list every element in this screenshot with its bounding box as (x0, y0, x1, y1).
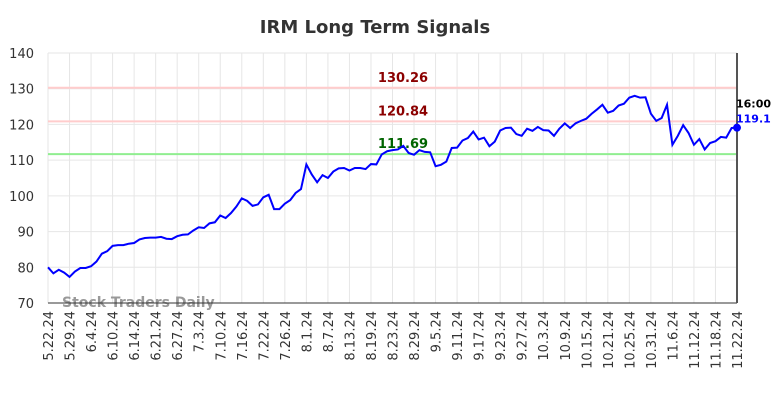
x-tick-label: 8.13.24 (343, 311, 358, 361)
x-tick-label: 8.7.24 (322, 311, 337, 352)
x-tick-label: 9.27.24 (516, 311, 531, 361)
x-tick-label: 8.29.24 (408, 311, 423, 361)
x-tick-label: 5.29.24 (64, 311, 79, 361)
x-tick-label: 5.22.24 (42, 311, 57, 361)
last-value-label: 119.1 (736, 113, 771, 126)
x-tick-label: 7.10.24 (214, 311, 229, 361)
x-tick-label: 11.6.24 (666, 311, 681, 361)
x-tick-label: 9.11.24 (451, 311, 466, 361)
x-tick-label: 10.15.24 (580, 311, 595, 369)
x-tick-label: 9.5.24 (430, 311, 445, 352)
chart-title: IRM Long Term Signals (260, 17, 490, 38)
x-tick-label: 6.10.24 (107, 311, 122, 361)
reference-label: 120.84 (378, 104, 428, 119)
x-tick-label: 6.21.24 (150, 311, 165, 361)
x-tick-label: 7.26.24 (279, 311, 294, 361)
y-tick-label: 110 (9, 154, 34, 169)
x-tick-label: 6.14.24 (128, 311, 143, 361)
x-tick-label: 10.25.24 (623, 311, 638, 369)
x-tick-label: 9.23.24 (494, 311, 509, 361)
last-point (733, 123, 741, 132)
price-line (47, 94, 738, 279)
x-tick-label: 11.12.24 (688, 311, 703, 369)
x-tick-label: 10.31.24 (645, 311, 660, 369)
reference-label: 111.69 (378, 137, 428, 152)
y-tick-label: 120 (9, 118, 34, 133)
y-tick-label: 130 (9, 83, 34, 98)
y-tick-label: 80 (17, 261, 34, 276)
x-tick-label: 10.21.24 (602, 311, 617, 369)
y-tick-label: 140 (9, 47, 34, 62)
reference-label: 130.26 (378, 71, 428, 86)
x-tick-label: 8.19.24 (365, 311, 380, 361)
x-tick-label: 7.3.24 (193, 311, 208, 352)
x-tick-label: 8.23.24 (387, 311, 402, 361)
x-tick-label: 11.22.24 (731, 311, 746, 369)
last-time-label: 16:00 (736, 98, 771, 111)
x-tick-label: 10.3.24 (537, 311, 552, 361)
y-tick-label: 70 (17, 297, 34, 312)
x-tick-label: 7.16.24 (236, 311, 251, 361)
x-tick-label: 9.17.24 (473, 311, 488, 361)
x-tick-label: 8.1.24 (300, 311, 315, 352)
x-tick-label: 6.4.24 (85, 311, 100, 352)
x-tick-label: 6.27.24 (171, 311, 186, 361)
x-tick-label: 11.18.24 (709, 311, 724, 369)
y-tick-label: 90 (17, 226, 34, 241)
x-tick-label: 10.9.24 (559, 311, 574, 361)
y-tick-label: 100 (9, 190, 34, 205)
x-tick-label: 7.22.24 (257, 311, 272, 361)
